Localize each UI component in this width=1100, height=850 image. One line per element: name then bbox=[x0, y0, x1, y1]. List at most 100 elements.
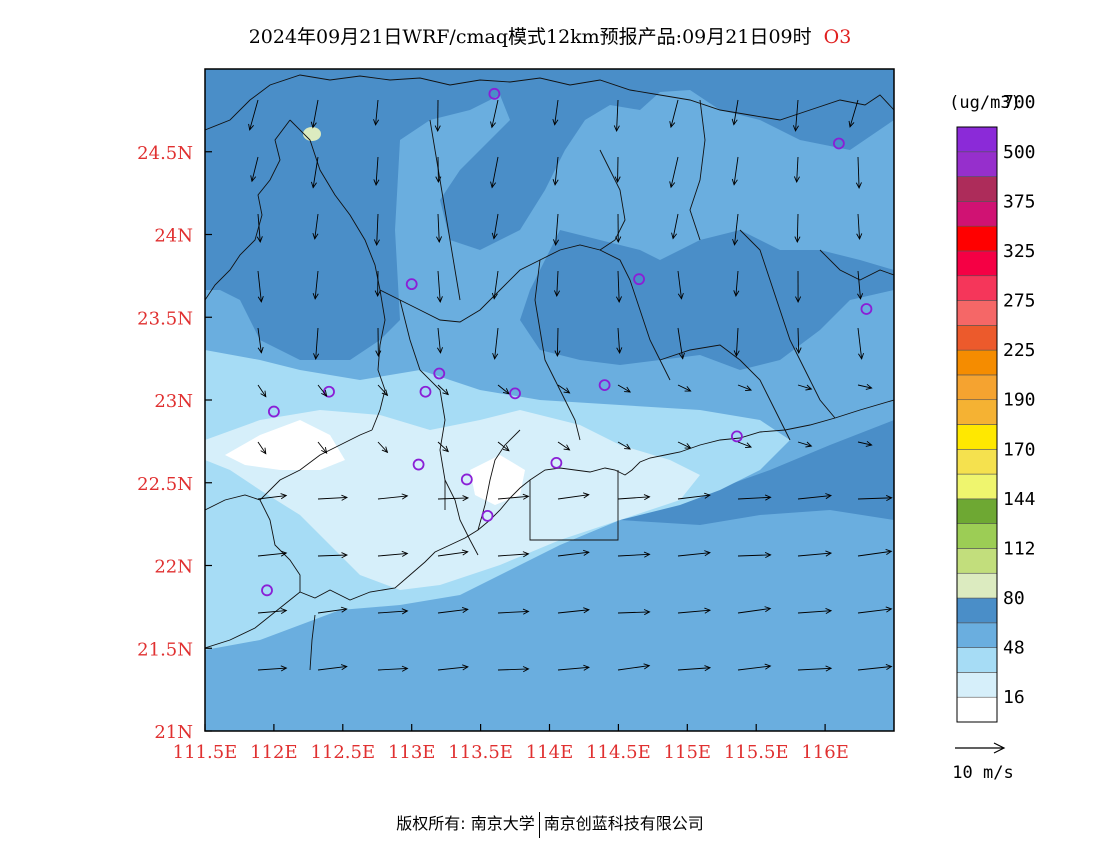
wind-arrow-20 bbox=[317, 606, 348, 614]
wind-arrow-68 bbox=[615, 213, 622, 244]
station-marker-9 bbox=[598, 379, 611, 392]
hk-sz-border bbox=[529, 470, 619, 541]
station-marker-2 bbox=[405, 278, 418, 291]
wind-arrow-85 bbox=[677, 550, 711, 557]
wind-arrow-15 bbox=[313, 327, 320, 360]
wind-arrow-2 bbox=[256, 213, 263, 243]
lon-tick-label-1: 112E bbox=[250, 742, 298, 763]
wind-arrow-14 bbox=[312, 270, 319, 300]
wind-arrow-107 bbox=[797, 550, 833, 557]
city-border-2 bbox=[379, 244, 671, 381]
wind-arrow-53 bbox=[497, 608, 530, 615]
station-marker-0 bbox=[488, 87, 501, 100]
colorbar-segment-22 bbox=[956, 151, 998, 177]
wind-arrow-26 bbox=[375, 327, 382, 358]
wind-arrow-88 bbox=[731, 99, 739, 126]
wind-arrow-97 bbox=[737, 606, 772, 614]
colorbar-segment-13 bbox=[956, 374, 998, 401]
north-hotspot bbox=[303, 127, 321, 141]
lon-tick-label-3: 113E bbox=[388, 742, 436, 763]
colorbar-segment-14 bbox=[956, 349, 998, 376]
copyright: 版权所有: 南京大学 南京创蓝科技有限公司 bbox=[0, 810, 1100, 838]
city-border-4 bbox=[534, 259, 581, 441]
colorbar-label-6: 190 bbox=[1003, 390, 1036, 411]
wind-arrow-17 bbox=[317, 441, 328, 454]
city-border-5 bbox=[659, 344, 791, 441]
wind-arrow-109 bbox=[797, 665, 833, 672]
lon-tick-label-4: 113.5E bbox=[448, 742, 513, 763]
wind-arrow-43 bbox=[437, 664, 469, 671]
wind-arrow-7 bbox=[257, 493, 288, 500]
wind-scale: 10 m/s bbox=[952, 742, 1014, 783]
wind-arrow-51 bbox=[497, 493, 530, 500]
wind-arrow-12 bbox=[310, 156, 319, 189]
south-island bbox=[309, 614, 316, 671]
wind-arrow-67 bbox=[614, 156, 621, 184]
copyright-org1: 南京大学 bbox=[470, 814, 535, 833]
colorbar-segment-9 bbox=[956, 473, 998, 500]
wind-arrow-89 bbox=[731, 156, 739, 186]
wind-arrow-108 bbox=[797, 608, 833, 615]
colorbar-label-4: 144 bbox=[1003, 489, 1036, 510]
wind-arrow-40 bbox=[437, 495, 470, 502]
colorbar-segment-8 bbox=[956, 498, 998, 524]
wind-arrow-8 bbox=[257, 550, 288, 557]
wind-arrow-79 bbox=[671, 213, 679, 240]
wind-arrow-9 bbox=[257, 607, 288, 614]
wind-arrow-45 bbox=[490, 156, 499, 189]
wind-arrow-71 bbox=[617, 384, 632, 393]
lat-tick-label-4: 23N bbox=[154, 391, 193, 412]
province-border-west bbox=[205, 119, 291, 301]
colorbar-segment-16 bbox=[956, 300, 998, 326]
wind-arrow-106 bbox=[797, 493, 833, 500]
colorbar-segment-11 bbox=[956, 424, 998, 450]
wind-arrow-63 bbox=[557, 549, 590, 557]
legend-unit: (ug/m3) bbox=[949, 93, 1021, 113]
city-border-6 bbox=[739, 229, 836, 419]
colorbar-segment-3 bbox=[956, 622, 998, 648]
wind-arrow-42 bbox=[437, 606, 469, 614]
wind-arrow-110 bbox=[848, 99, 859, 128]
wind-arrow-36 bbox=[436, 270, 443, 303]
copyright-org2: 南京创蓝科技有限公司 bbox=[543, 814, 704, 833]
wind-arrow-48 bbox=[492, 327, 499, 360]
wind-arrow-77 bbox=[669, 99, 679, 129]
wind-arrow-1 bbox=[250, 156, 259, 183]
colorbar-segment-21 bbox=[956, 176, 998, 202]
wind-arrow-35 bbox=[436, 213, 443, 244]
lat-tick-label-3: 22.5N bbox=[137, 474, 193, 495]
station-marker-1 bbox=[832, 137, 845, 150]
wind-arrow-22 bbox=[373, 99, 380, 126]
station-marker-16 bbox=[261, 584, 273, 597]
copyright-prefix: 版权所有: bbox=[396, 814, 471, 833]
wind-arrow-70 bbox=[616, 327, 623, 354]
wind-arrow-116 bbox=[857, 440, 873, 447]
wind-arrow-117 bbox=[857, 494, 893, 502]
colorbar-segment-2 bbox=[956, 647, 998, 673]
colorbar-segment-10 bbox=[956, 448, 998, 475]
wind-arrow-29 bbox=[377, 493, 409, 500]
colorbar-segment-19 bbox=[956, 225, 998, 252]
colorbar-segment-6 bbox=[956, 548, 998, 574]
lon-tick-label-8: 115.5E bbox=[724, 742, 789, 763]
wind-arrow-78 bbox=[669, 156, 679, 189]
wind-vectors bbox=[248, 99, 893, 673]
monitoring-stations bbox=[261, 87, 873, 597]
pearl-river-west bbox=[444, 479, 479, 556]
wind-arrow-58 bbox=[554, 270, 561, 298]
wind-arrow-103 bbox=[795, 327, 802, 355]
boundaries bbox=[205, 74, 894, 671]
copyright-separator bbox=[538, 811, 540, 838]
title-text: 2024年09月21日WRF/cmaq模式12km预报产品:09月21日09时 bbox=[248, 26, 812, 48]
wind-arrow-118 bbox=[857, 549, 893, 557]
wind-arrow-80 bbox=[677, 270, 684, 300]
colorbar: 16 48 80 112 144 170 190 225 275 325 375 500 700 bbox=[956, 92, 1036, 723]
city-border-9 bbox=[689, 99, 706, 241]
station-marker-8 bbox=[509, 387, 521, 400]
wind-arrow-24 bbox=[373, 213, 380, 247]
colorbar-label-7: 225 bbox=[1003, 340, 1036, 361]
wind-arrow-30 bbox=[377, 550, 409, 557]
wind-arrow-113 bbox=[857, 270, 864, 300]
wind-arrow-95 bbox=[737, 494, 772, 501]
